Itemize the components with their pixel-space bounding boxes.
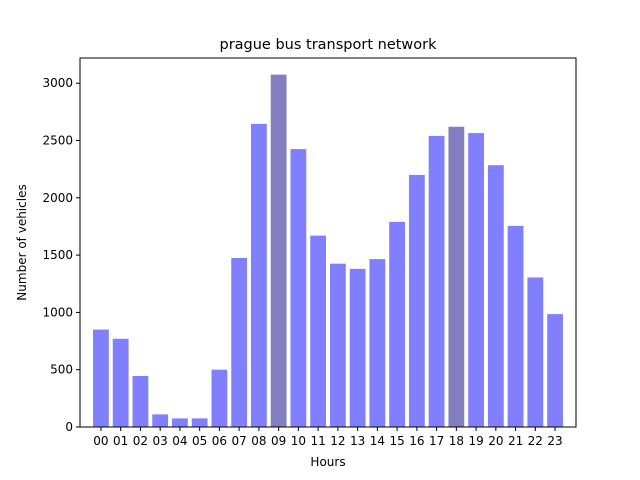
x-tick-label-19: 19 [468, 434, 483, 448]
bar-08 [250, 123, 267, 427]
x-tick-label-20: 20 [488, 434, 503, 448]
x-tick-label-00: 00 [93, 434, 108, 448]
bar-20 [487, 165, 504, 427]
y-tick-label-3000: 3000 [42, 76, 73, 90]
x-tick-label-21: 21 [508, 434, 523, 448]
bar-04 [172, 418, 188, 427]
bar-17 [428, 135, 445, 427]
x-tick-label-14: 14 [370, 434, 385, 448]
bar-01 [112, 338, 129, 427]
x-tick-label-23: 23 [547, 434, 562, 448]
x-tick-label-12: 12 [330, 434, 345, 448]
x-tick-label-11: 11 [310, 434, 325, 448]
chart-title: prague bus transport network [219, 37, 437, 53]
bar-15 [389, 221, 406, 427]
y-tick-label-0: 0 [65, 420, 73, 434]
bars-group [93, 74, 563, 428]
bar-22 [527, 277, 544, 427]
bar-19 [468, 133, 484, 427]
x-tick-label-05: 05 [192, 434, 207, 448]
bar-11 [310, 235, 327, 427]
y-axis-label: Number of vehicles [15, 184, 29, 300]
bar-18 [448, 126, 465, 427]
x-tick-label-07: 07 [232, 434, 247, 448]
x-tick-label-06: 06 [212, 434, 227, 448]
bar-09 [270, 74, 287, 428]
x-tick-label-18: 18 [449, 434, 464, 448]
x-tick-label-16: 16 [409, 434, 424, 448]
x-tick-label-10: 10 [291, 434, 306, 448]
x-tick-label-01: 01 [113, 434, 128, 448]
y-axis: 0 500 1000 1500 2000 2500 3000 [42, 76, 80, 434]
y-tick-label-2500: 2500 [42, 134, 73, 148]
bar-02 [132, 376, 149, 427]
x-axis: 00 01 02 03 04 05 06 07 08 09 10 11 12 13 14 15 16 17 18 19… [93, 427, 563, 448]
x-tick-label-17: 17 [429, 434, 444, 448]
bar-06 [211, 369, 228, 427]
bar-14 [369, 259, 386, 427]
bar-10 [290, 149, 307, 427]
bar-07 [231, 257, 248, 427]
y-tick-label-500: 500 [50, 363, 73, 377]
x-tick-label-15: 15 [389, 434, 404, 448]
x-tick-label-04: 04 [172, 434, 187, 448]
bar-16 [408, 174, 425, 427]
bar-05 [191, 418, 208, 427]
bar-03 [152, 414, 169, 427]
y-tick-label-1500: 1500 [42, 248, 73, 262]
bar-23 [547, 314, 563, 427]
x-tick-label-13: 13 [350, 434, 365, 448]
x-tick-label-22: 22 [528, 434, 543, 448]
bar-13 [349, 268, 366, 427]
x-tick-label-08: 08 [251, 434, 266, 448]
bar-21 [507, 225, 524, 427]
y-tick-label-1000: 1000 [42, 305, 73, 319]
bar-00 [93, 329, 109, 427]
x-axis-label: Hours [310, 455, 345, 469]
x-tick-label-03: 03 [153, 434, 168, 448]
plot-frame [79, 57, 577, 428]
y-tick-label-2000: 2000 [42, 191, 73, 205]
x-tick-label-09: 09 [271, 434, 286, 448]
bar-12 [329, 263, 346, 427]
x-tick-label-02: 02 [133, 434, 148, 448]
